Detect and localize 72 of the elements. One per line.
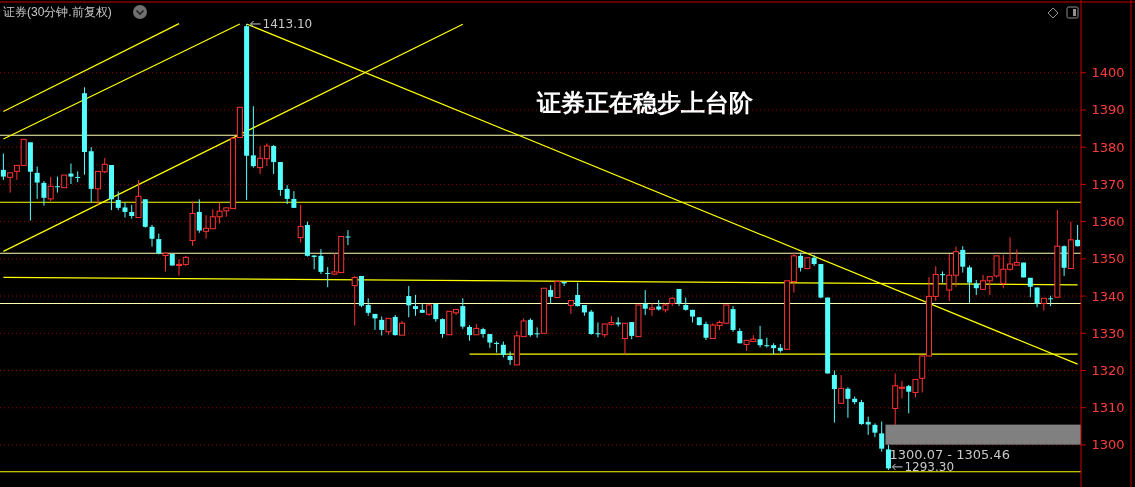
y-tick-label: 1330 (1091, 325, 1125, 341)
candlestick (325, 266, 331, 288)
candlestick (885, 444, 891, 471)
annotation: 1413.10 (262, 17, 313, 32)
candlestick (757, 325, 763, 348)
candlestick (858, 399, 864, 426)
candlestick (845, 386, 851, 419)
candlestick (1061, 244, 1067, 277)
candlestick (703, 321, 709, 341)
candlestick (47, 176, 54, 202)
candlestick (494, 340, 500, 354)
y-tick-label: 1310 (1091, 400, 1125, 416)
candlestick (68, 163, 74, 185)
candlestick (879, 420, 885, 453)
y-tick-label: 1320 (1091, 363, 1125, 379)
y-tick-label: 1300 (1091, 437, 1125, 453)
chart-title: 证券(30分钟.前复权) (3, 5, 112, 19)
y-tick-label: 1360 (1091, 214, 1125, 230)
annotation: 1293.30 (904, 460, 955, 475)
candlestick (135, 179, 142, 219)
candlestick (156, 233, 162, 255)
y-tick-label: 1380 (1091, 139, 1125, 155)
candlestick (345, 229, 351, 246)
candlestick (811, 254, 817, 267)
candlestick (196, 198, 202, 234)
candlestick (54, 176, 60, 194)
candlestick (831, 370, 837, 424)
candlestick (162, 252, 169, 272)
candlestick (351, 275, 358, 326)
candlestick (967, 265, 973, 304)
band-label: 1300.07 - 1305.46 (889, 446, 1010, 462)
y-tick-label: 1400 (1091, 65, 1125, 81)
candlestick (440, 317, 446, 339)
candlestick (460, 297, 466, 330)
candlestick (642, 289, 648, 316)
candlestick (1034, 286, 1040, 308)
candlestick (34, 166, 40, 200)
candlestick (730, 305, 736, 333)
candlestick (406, 285, 412, 318)
candlestick (379, 316, 385, 337)
candlestick (621, 322, 628, 355)
candlestick (1048, 295, 1054, 307)
candlestick (648, 303, 655, 317)
y-tick-label: 1370 (1091, 176, 1125, 192)
candlestick (534, 326, 540, 339)
candlestick (75, 170, 81, 183)
candlestick (284, 184, 290, 205)
candlestick (41, 180, 47, 207)
candlestick (297, 204, 304, 243)
candlestick (798, 252, 804, 272)
candlestick (392, 314, 398, 337)
candlestick (548, 284, 554, 304)
y-tick-label: 1350 (1091, 251, 1125, 267)
candlestick (1075, 224, 1081, 248)
candlestick (7, 172, 14, 194)
candlestick (372, 313, 378, 331)
candlestick (527, 317, 533, 338)
candlestick (291, 190, 297, 209)
candlestick (838, 374, 845, 404)
candlestick (149, 224, 155, 248)
annotation: 证券正在稳步上台阶 (536, 89, 754, 117)
candlestick (271, 144, 277, 175)
candlestick (250, 105, 256, 169)
candlestick (480, 327, 486, 339)
candlestick (567, 300, 574, 315)
candlestick (906, 384, 912, 414)
y-tick-label: 1340 (1091, 288, 1125, 304)
candlestick (960, 245, 966, 274)
y-tick-label: 1390 (1091, 102, 1125, 118)
candlestick (413, 294, 419, 317)
candlestick (507, 351, 513, 366)
candlestick (0, 152, 6, 181)
